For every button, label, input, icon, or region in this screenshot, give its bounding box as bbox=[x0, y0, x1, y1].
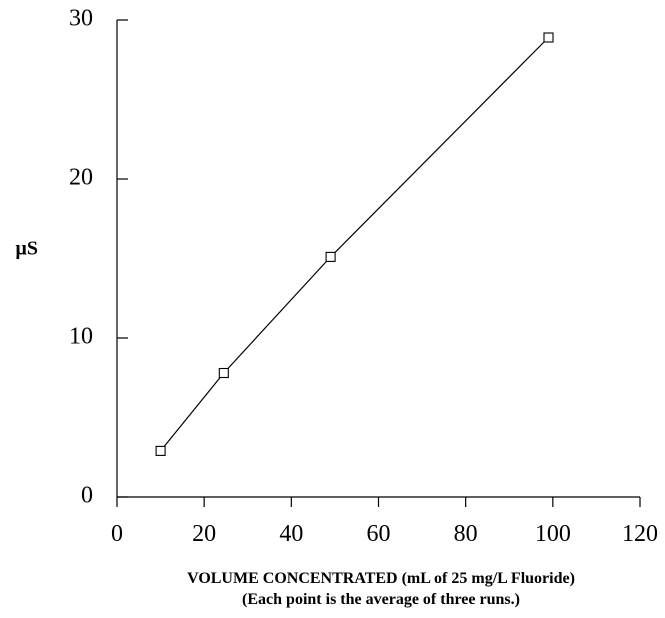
x-tick-label: 0 bbox=[111, 521, 123, 547]
series-line bbox=[160, 37, 549, 452]
x-axis-note: (Each point is the average of three runs… bbox=[242, 591, 520, 608]
x-tick-label: 100 bbox=[535, 521, 571, 547]
data-point bbox=[543, 32, 554, 43]
y-axis-label: µS bbox=[15, 238, 38, 260]
x-tick-label: 120 bbox=[622, 521, 658, 547]
data-point bbox=[218, 367, 229, 379]
x-ticks: 0 20 40 60 80 100 120 bbox=[111, 497, 658, 547]
x-tick-label: 80 bbox=[454, 521, 478, 547]
data-point bbox=[155, 445, 166, 456]
series-layer bbox=[155, 32, 554, 456]
x-tick-label: 60 bbox=[367, 521, 391, 547]
y-tick-label: 20 bbox=[69, 165, 93, 191]
x-tick-label: 20 bbox=[192, 521, 216, 547]
y-ticks: 0 10 20 30 bbox=[69, 6, 128, 509]
y-tick-label: 30 bbox=[69, 6, 93, 32]
x-tick-label: 40 bbox=[279, 521, 303, 547]
data-point bbox=[325, 251, 336, 262]
y-tick-label: 0 bbox=[81, 483, 93, 509]
x-axis-label: VOLUME CONCENTRATED (mL of 25 mg/L Fluor… bbox=[187, 570, 575, 587]
y-tick-label: 10 bbox=[69, 324, 93, 350]
